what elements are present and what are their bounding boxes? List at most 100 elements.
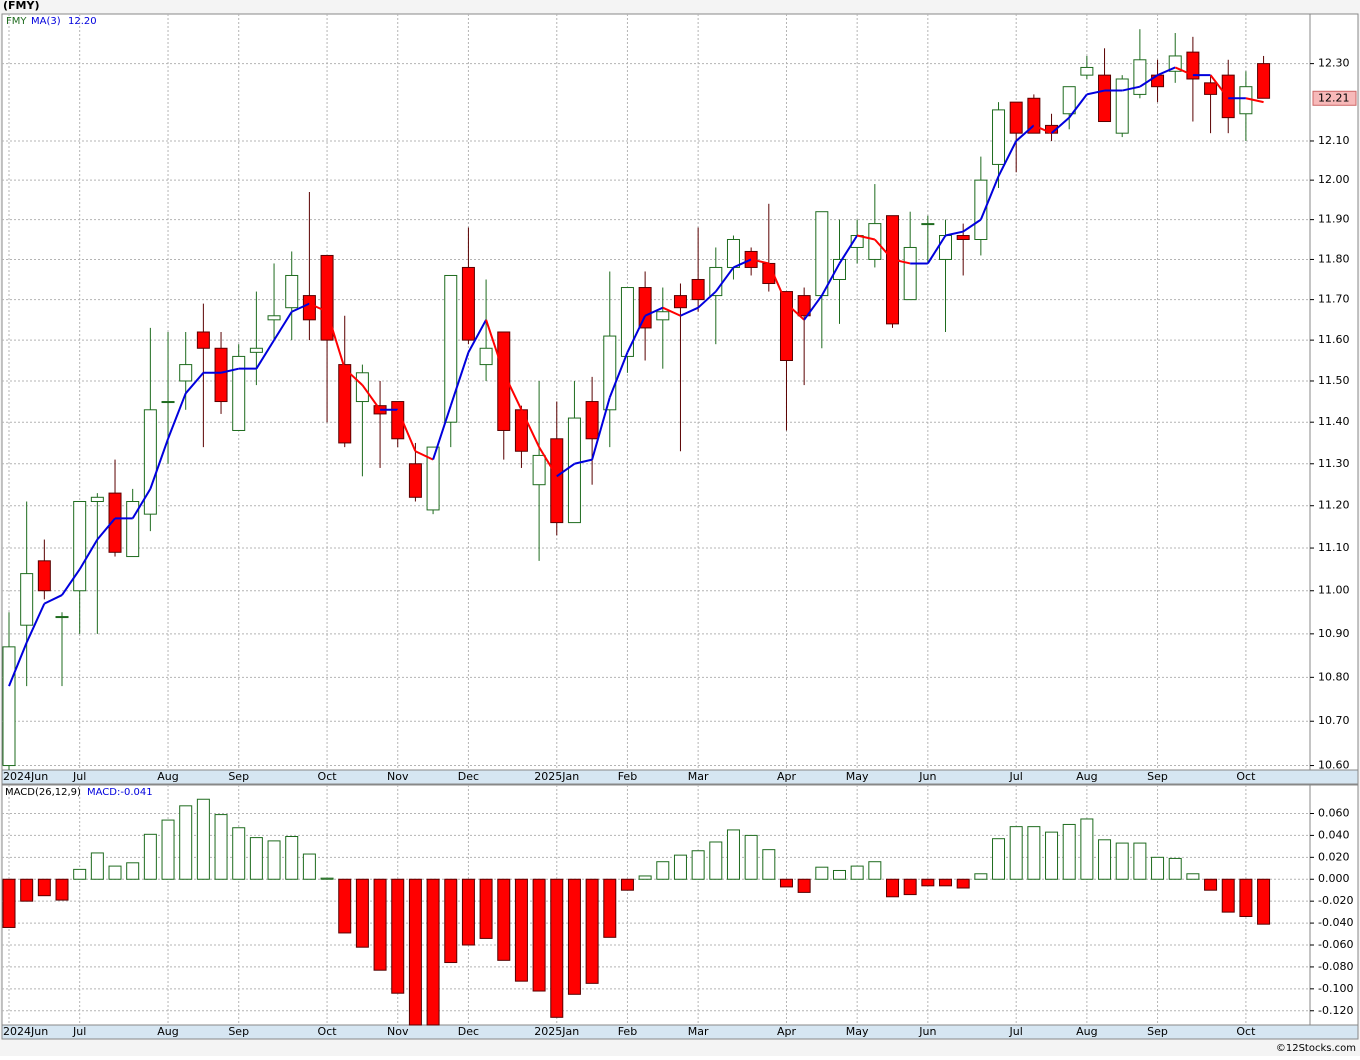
- x-tick-label: Sep: [228, 770, 249, 783]
- macd-bar: [391, 878, 405, 994]
- ma-line: [149, 438, 169, 490]
- y-tick-label: -0.120: [1318, 1004, 1353, 1017]
- macd-bar: [497, 878, 511, 961]
- macd-bar: [179, 805, 193, 880]
- ma-line: [697, 290, 717, 309]
- candle-body: [391, 401, 405, 440]
- y-tick-label: 11.60: [1318, 333, 1350, 346]
- x-tick-label: Oct: [1236, 1025, 1256, 1038]
- candle-body: [1239, 86, 1253, 115]
- x-tick-label: Mar: [688, 1025, 709, 1038]
- y-tick-label: 11.20: [1318, 499, 1350, 512]
- macd-bar: [143, 833, 157, 880]
- ma-line: [574, 458, 593, 465]
- macd-bar: [956, 878, 970, 889]
- ma-line: [750, 258, 770, 265]
- macd-bar: [302, 853, 316, 880]
- macd-bar: [939, 878, 953, 887]
- x-tick-label: Oct: [318, 1025, 338, 1038]
- candle-body: [550, 438, 564, 524]
- y-tick-label: 11.90: [1318, 213, 1350, 226]
- macd-bar: [338, 878, 352, 934]
- ma-line: [1139, 74, 1159, 88]
- macd-bar: [620, 878, 634, 891]
- candle-body: [656, 311, 670, 321]
- legend-ma-value: 12.20: [68, 16, 97, 27]
- macd-bar: [903, 878, 917, 896]
- ma-line: [449, 352, 470, 406]
- ma-line: [485, 319, 505, 374]
- ma-line: [502, 372, 523, 411]
- ma-line: [1015, 124, 1035, 142]
- candle-body: [1098, 74, 1112, 123]
- macd-bar: [355, 878, 369, 948]
- ma-line: [926, 234, 947, 264]
- macd-bar: [267, 840, 281, 880]
- y-tick-label: 11.00: [1318, 584, 1350, 597]
- macd-bar: [1151, 856, 1165, 880]
- y-tick-label: 11.30: [1318, 457, 1350, 470]
- candle-body: [797, 295, 811, 317]
- ma-line: [167, 392, 187, 440]
- macd-bar: [779, 878, 793, 888]
- y-tick-label: 0.040: [1318, 828, 1350, 841]
- candle-body: [497, 331, 511, 431]
- ma-line: [220, 367, 239, 374]
- macd-bar: [797, 878, 811, 893]
- macd-bar: [1168, 857, 1182, 880]
- macd-bar: [320, 877, 334, 880]
- candle-body: [514, 409, 528, 452]
- candle-body: [214, 347, 228, 403]
- candle-body: [355, 372, 369, 403]
- candle-body: [956, 235, 970, 240]
- candle-body: [1062, 86, 1076, 115]
- candle-body: [567, 417, 581, 524]
- ma-line: [520, 409, 541, 448]
- x-tick-label: Aug: [157, 1025, 178, 1038]
- ma-line: [1068, 93, 1088, 119]
- ma-line: [979, 175, 1000, 221]
- macd-bar: [744, 834, 758, 880]
- macd-bar: [726, 829, 740, 880]
- candle-body: [691, 278, 705, 301]
- ma-line: [591, 397, 611, 460]
- y-tick-label: 0.000: [1318, 872, 1350, 885]
- y-tick-label: 12.30: [1318, 57, 1350, 70]
- x-tick-label: Feb: [618, 770, 637, 783]
- macd-bar: [1062, 823, 1076, 880]
- candle-body: [179, 364, 193, 382]
- macd-bar: [461, 878, 475, 946]
- x-tick-label: Jul: [1009, 770, 1023, 783]
- macd-bar: [514, 878, 528, 982]
- ma-line: [344, 367, 364, 386]
- y-tick-label: 10.80: [1318, 670, 1350, 683]
- x-tick-label: Nov: [387, 1025, 409, 1038]
- candle-body: [444, 274, 458, 423]
- x-tick-label: Aug: [1076, 1025, 1097, 1038]
- ma-line: [1157, 66, 1176, 77]
- candle-body: [1204, 82, 1218, 95]
- macd-bar: [1098, 839, 1112, 880]
- x-tick-label: 2025Jan: [534, 770, 579, 783]
- candle-body: [620, 287, 634, 357]
- ma-line: [1050, 116, 1070, 134]
- candle-body: [992, 109, 1006, 165]
- ma-line: [838, 234, 859, 264]
- macd-bar: [673, 854, 687, 880]
- legend-ma: MA(3): [31, 16, 61, 27]
- macd-bar: [408, 878, 422, 1026]
- macd-bar: [1239, 878, 1253, 918]
- candle-body: [20, 573, 34, 626]
- y-tick-label: -0.040: [1318, 916, 1353, 929]
- macd-bar: [1115, 842, 1129, 880]
- macd-bar: [762, 849, 776, 880]
- x-tick-label: Aug: [1076, 770, 1097, 783]
- x-tick-label: Feb: [618, 1025, 637, 1038]
- candle-body: [532, 454, 546, 486]
- candle-body: [1080, 66, 1094, 76]
- macd-bar: [691, 850, 705, 880]
- ma-line: [78, 539, 99, 570]
- ma-line: [1245, 97, 1264, 104]
- macd-bar: [1133, 842, 1147, 880]
